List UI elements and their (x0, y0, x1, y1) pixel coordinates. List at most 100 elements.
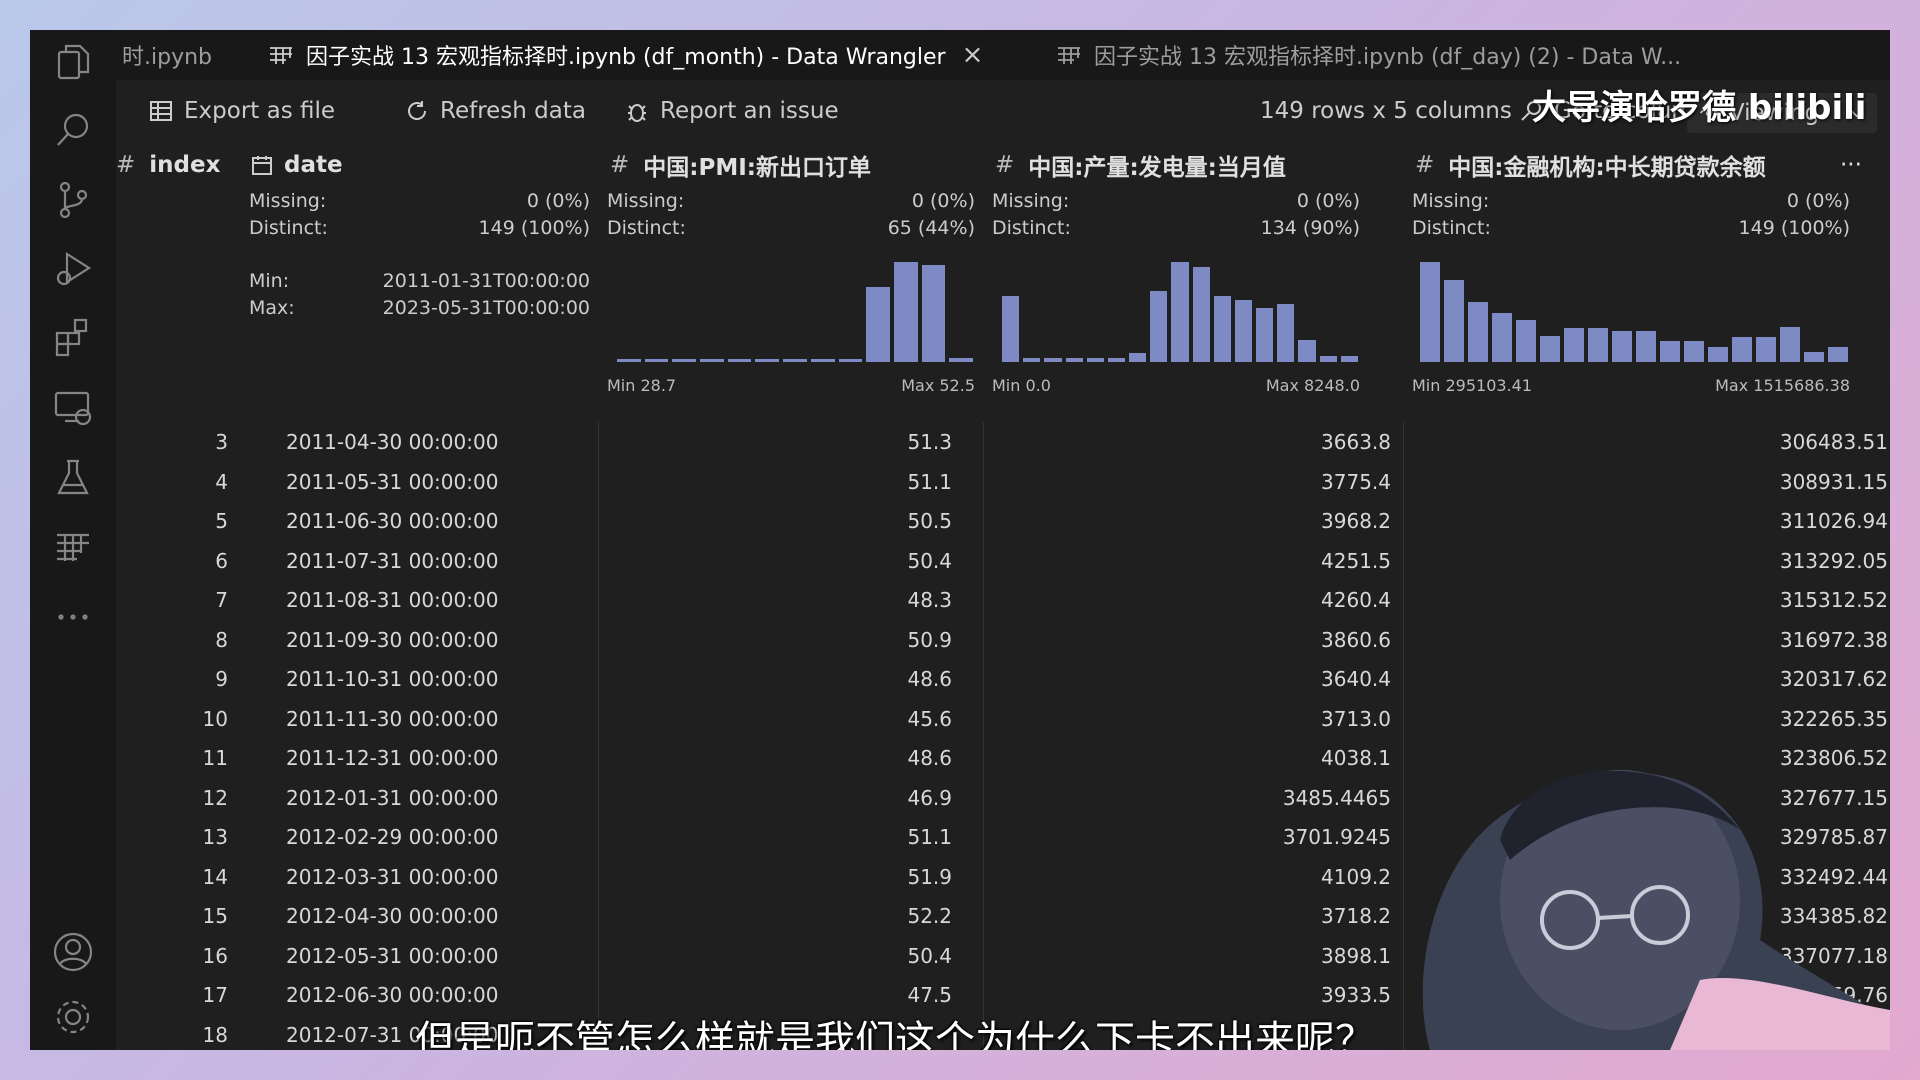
column-header-loans[interactable]: # 中国:金融机构:中长期贷款余额 (1415, 142, 1766, 188)
table-cell: 4109.2 (1321, 864, 1391, 889)
column-name: 中国:PMI:新出口订单 (643, 155, 871, 181)
extensions-icon[interactable] (51, 315, 95, 359)
run-debug-icon[interactable] (51, 246, 95, 290)
table-cell: 13 (202, 825, 228, 849)
column-header-pmi[interactable]: # 中国:PMI:新出口订单 (610, 142, 871, 188)
search-icon[interactable] (51, 108, 95, 152)
tab-label: 时.ipynb (122, 45, 212, 70)
histogram-bar (921, 265, 946, 362)
max-value: 2023-05-31T00:00:00 (382, 297, 590, 319)
explorer-icon[interactable] (51, 40, 95, 84)
histogram-bar (1588, 328, 1608, 362)
column-header-index[interactable]: # index (116, 142, 220, 188)
column-header-date[interactable]: date (250, 142, 343, 188)
table-row[interactable]: 16 2012-05-31 00:00:00 50.4 3898.1 337077.18 (116, 936, 1890, 975)
histogram-bar (1540, 336, 1560, 362)
table-cell: 50.9 (907, 627, 952, 652)
viewing-mode-dropdown[interactable]: Viewing (1687, 93, 1877, 133)
histogram-bar (1192, 267, 1210, 362)
distinct-label: Distinct: (1412, 217, 1491, 239)
toolbar: Export as file Refresh data Report an is… (116, 80, 1890, 142)
table-cell: 2011-07-31 00:00:00 (286, 548, 499, 573)
source-control-icon[interactable] (51, 178, 95, 222)
table-cell: 3775.4 (1321, 469, 1391, 494)
histogram-bar (1828, 347, 1848, 362)
viewing-label: Viewing (1728, 100, 1820, 126)
missing-value: 0 (0%) (526, 190, 590, 212)
table-row[interactable]: 9 2011-10-31 00:00:00 48.6 3640.4 320317.62 (116, 659, 1890, 698)
settings-gear-icon[interactable] (51, 995, 95, 1039)
table-row[interactable]: 3 2011-04-30 00:00:00 51.3 3663.8 306483.51 (116, 422, 1890, 461)
accounts-icon[interactable] (51, 930, 95, 974)
table-cell: 2011-05-31 00:00:00 (286, 469, 499, 494)
column-menu-icon[interactable]: ··· (1840, 152, 1862, 178)
data-wrangler-tab-icon (270, 47, 292, 64)
eye-icon (1699, 108, 1718, 117)
table-cell: 45.6 (907, 706, 952, 731)
more-icon[interactable] (51, 595, 95, 639)
histogram-loans (1418, 262, 1850, 362)
histogram-bar (1150, 291, 1168, 362)
histogram-bar (810, 359, 835, 362)
table-row[interactable]: 11 2011-12-31 00:00:00 48.6 4038.1 323806.52 (116, 738, 1890, 777)
table-row[interactable]: 14 2012-03-31 00:00:00 51.9 4109.2 332492.44 (116, 857, 1890, 896)
table-cell: 3968.2 (1321, 509, 1391, 533)
table-cell: 329785.87 (1779, 825, 1888, 849)
remote-explorer-icon[interactable] (51, 385, 95, 429)
distinct-label: Distinct: (249, 217, 328, 239)
report-issue-button[interactable]: Report an issue (624, 80, 839, 142)
table-cell: 48.6 (907, 667, 952, 691)
table-row[interactable]: 5 2011-06-30 00:00:00 50.5 3968.2 311026.94 (116, 501, 1890, 540)
calendar-icon (252, 156, 272, 175)
missing-value: 0 (0%) (911, 190, 975, 212)
table-row[interactable]: 12 2012-01-31 00:00:00 46.9 3485.4465 327677… (116, 778, 1890, 817)
tab-label: 因子实战 13 宏观指标择时.ipynb (df_month) - Data W… (306, 45, 946, 70)
tab-df-day[interactable]: 因子实战 13 宏观指标择时.ipynb (df_day) (2) - Data… (1056, 30, 1681, 80)
histogram-bar (1708, 347, 1728, 362)
table-cell: 47.5 (907, 983, 952, 1007)
table-cell: 2012-02-29 00:00:00 (286, 825, 499, 849)
table-cell: 2012-06-30 00:00:00 (286, 983, 499, 1007)
testing-flask-icon[interactable] (51, 455, 95, 499)
histogram-bar (1256, 308, 1274, 362)
min-label: Min: (249, 270, 290, 292)
histogram-bar (1023, 358, 1041, 362)
table-cell: 50.4 (907, 548, 952, 573)
tab-df-month[interactable]: 因子实战 13 宏观指标择时.ipynb (df_month) - Data W… (268, 30, 983, 80)
table-cell: 18 (202, 1022, 228, 1047)
histogram-bar (1002, 296, 1020, 362)
table-cell: 3701.9245 (1282, 825, 1391, 849)
table-cell: 7 (215, 588, 228, 612)
table-cell: 2012-03-31 00:00:00 (286, 864, 499, 889)
table-cell: 308931.15 (1779, 469, 1888, 494)
close-icon[interactable]: × (961, 40, 984, 70)
column-divider (983, 422, 984, 1050)
table-cell: 334385.82 (1779, 904, 1888, 928)
table-cell: 316972.38 (1779, 627, 1888, 652)
table-cell: 3485.4465 (1282, 785, 1391, 810)
export-button[interactable]: Export as file (148, 80, 335, 142)
distinct-label: Distinct: (607, 217, 686, 239)
table-row[interactable]: 13 2012-02-29 00:00:00 51.1 3701.9245 329785… (116, 817, 1890, 856)
column-name: 中国:产量:发电量:当月值 (1028, 155, 1286, 181)
table-row[interactable]: 10 2011-11-30 00:00:00 45.6 3713.0 322265.35 (116, 699, 1890, 738)
table-row[interactable]: 4 2011-05-31 00:00:00 51.1 3775.4 308931.15 (116, 462, 1890, 501)
table-cell: 2011-12-31 00:00:00 (286, 746, 499, 770)
table-row[interactable]: 6 2011-07-31 00:00:00 50.4 4251.5 313292.05 (116, 541, 1890, 580)
table-row[interactable]: 8 2011-09-30 00:00:00 50.9 3860.6 316972.38 (116, 620, 1890, 659)
table-cell: 320317.62 (1779, 667, 1888, 691)
table-row[interactable]: 7 2011-08-31 00:00:00 48.3 4260.4 315312.52 (116, 580, 1890, 619)
histogram-bar (1516, 320, 1536, 362)
min-value: 2011-01-31T00:00:00 (382, 270, 590, 292)
column-header-power[interactable]: # 中国:产量:发电量:当月值 (995, 142, 1286, 188)
histogram-max-label: Max 1515686.38 (1715, 376, 1850, 395)
go-to-column-button[interactable]: Go to column (1518, 80, 1708, 142)
table-icon (150, 101, 172, 121)
table-row[interactable]: 15 2012-04-30 00:00:00 52.2 3718.2 334385.82 (116, 896, 1890, 935)
histogram-bar (1564, 328, 1584, 362)
tab-notebook[interactable]: 时.ipynb (122, 30, 212, 80)
table-cell: 9 (215, 667, 228, 691)
refresh-button[interactable]: Refresh data (404, 80, 586, 142)
data-wrangler-icon[interactable] (51, 525, 95, 569)
histogram-bar (1107, 358, 1126, 362)
